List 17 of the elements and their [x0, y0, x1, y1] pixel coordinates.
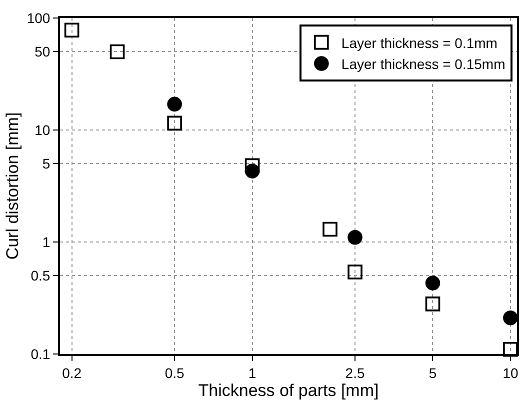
- x-axis-title: Thickness of parts [mm]: [198, 380, 379, 400]
- legend-label: Layer thickness = 0.1mm: [341, 34, 498, 51]
- x-tick-label: 10: [502, 364, 518, 381]
- y-tick-label: 1: [42, 234, 50, 250]
- y-tick-label: 0.1: [30, 346, 50, 362]
- x-tick-label: 0.5: [164, 364, 184, 381]
- y-axis-title: Curl distortion [mm]: [2, 112, 22, 260]
- x-tick-label: 1: [248, 364, 256, 381]
- y-tick-label: 100: [26, 10, 50, 26]
- y-tick-label: 50: [34, 44, 50, 60]
- y-tick-label: 0.5: [30, 268, 50, 284]
- legend-label: Layer thickness = 0.15mm: [341, 56, 506, 72]
- x-tick-label: 5: [428, 364, 437, 381]
- x-tick-label: 0.2: [62, 364, 82, 381]
- y-tick-label: 10: [34, 122, 50, 138]
- y-tick-label: 5: [42, 156, 50, 172]
- x-tick-label: 2.5: [345, 364, 365, 381]
